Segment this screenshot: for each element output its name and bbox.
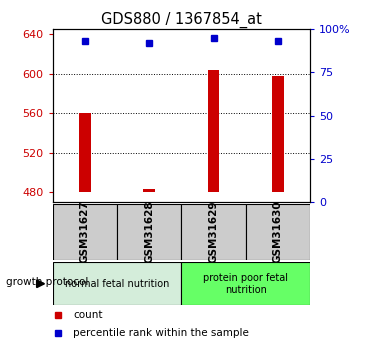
Title: GDS880 / 1367854_at: GDS880 / 1367854_at — [101, 12, 262, 28]
Text: percentile rank within the sample: percentile rank within the sample — [73, 328, 249, 338]
Bar — [181, 262, 310, 305]
Text: GSM31629: GSM31629 — [209, 201, 218, 263]
Bar — [117, 204, 181, 260]
Text: GSM31627: GSM31627 — [80, 201, 90, 263]
Text: GSM31630: GSM31630 — [273, 201, 283, 263]
Text: GSM31628: GSM31628 — [144, 201, 154, 263]
Bar — [246, 204, 310, 260]
Bar — [79, 113, 90, 192]
Text: protein poor fetal
nutrition: protein poor fetal nutrition — [203, 273, 288, 295]
Bar — [208, 70, 219, 192]
Text: growth protocol: growth protocol — [6, 277, 88, 287]
Text: count: count — [73, 310, 103, 320]
Bar — [272, 76, 284, 192]
Bar — [53, 262, 181, 305]
Bar — [53, 204, 117, 260]
Text: normal fetal nutrition: normal fetal nutrition — [65, 279, 169, 289]
Bar — [144, 189, 155, 192]
Bar — [181, 204, 246, 260]
